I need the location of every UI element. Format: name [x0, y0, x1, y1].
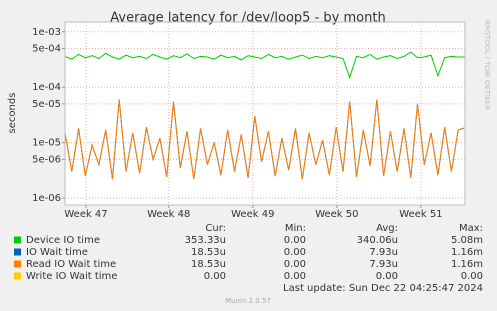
y-tick-label: 1e-06: [32, 193, 61, 204]
legend-swatch: [14, 272, 21, 280]
stat-value: 18.53u: [191, 247, 226, 258]
last-update: Last update: Sun Dec 22 04:25:47 2024: [283, 283, 483, 294]
y-tick-label: 1e-05: [32, 138, 61, 149]
legend-swatch: [14, 248, 21, 256]
x-tick-label: Week 49: [231, 209, 274, 220]
x-tick-label: Week 48: [147, 209, 190, 220]
legend-label: Write IO Wait time: [26, 271, 117, 282]
y-tick-label: 5e-04: [32, 43, 61, 54]
legend-swatch: [14, 236, 21, 244]
series-line: [64, 51, 465, 79]
legend-label: Device IO time: [26, 235, 100, 246]
y-axis-label: seconds: [7, 93, 18, 134]
stat-value: 7.93u: [369, 247, 398, 258]
stat-header: Cur:: [205, 223, 226, 234]
y-tick-label: 5e-06: [32, 154, 61, 165]
x-tick-label: Week 50: [315, 209, 358, 220]
y-tick-label: 5e-05: [32, 99, 61, 110]
plot-border: [64, 21, 466, 206]
y-tick-label: 1e-03: [32, 27, 61, 38]
legend-label: IO Wait time: [26, 247, 88, 258]
stat-header: Max:: [459, 223, 483, 234]
stat-header: Min:: [285, 223, 306, 234]
plot-area: [65, 22, 465, 205]
stat-value: 0.00: [461, 271, 483, 282]
legend-swatch: [14, 260, 21, 268]
stat-value: 0.00: [204, 271, 226, 282]
x-tick-label: Week 51: [399, 209, 442, 220]
stat-value: 0.00: [284, 235, 306, 246]
legend-label: Read IO Wait time: [26, 259, 116, 270]
stat-value: 0.00: [284, 259, 306, 270]
stat-value: 340.06u: [357, 235, 398, 246]
x-tick-label: Week 47: [64, 209, 107, 220]
stat-value: 5.08m: [451, 235, 483, 246]
stat-value: 0.00: [284, 247, 306, 258]
footer: Munin 2.0.57: [225, 297, 271, 305]
stat-value: 0.00: [284, 271, 306, 282]
stat-value: 0.00: [376, 271, 398, 282]
series-line: [64, 99, 466, 180]
stat-value: 1.16m: [451, 247, 483, 258]
stat-value: 1.16m: [451, 259, 483, 270]
stat-header: Avg:: [376, 223, 398, 234]
y-tick-label: 1e-04: [32, 82, 61, 93]
side-note: RRDTOOL / TOBI OETIKER: [483, 20, 491, 110]
chart-title: Average latency for /dev/loop5 - by mont…: [110, 11, 385, 26]
stat-value: 7.93u: [369, 259, 398, 270]
stat-value: 353.33u: [185, 235, 226, 246]
stat-value: 18.53u: [191, 259, 226, 270]
